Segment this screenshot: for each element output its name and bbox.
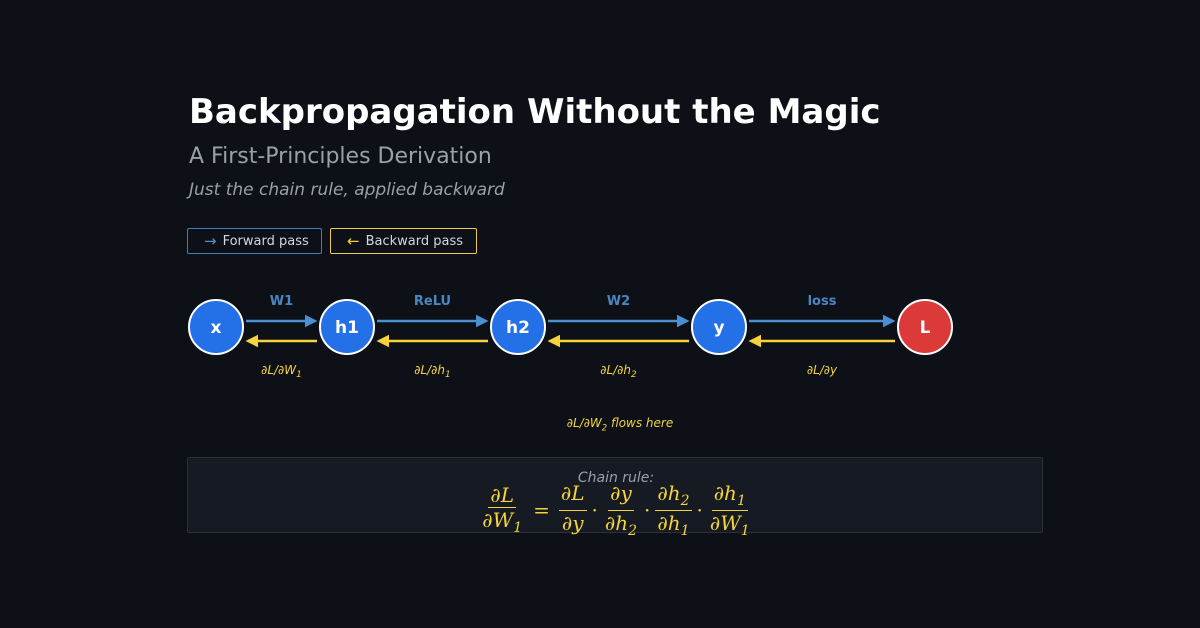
- forward-edge-label: W2: [607, 294, 630, 309]
- formula-equals: =: [533, 498, 550, 522]
- flow-note: ∂L/∂W2 flows here: [450, 416, 790, 432]
- formula-dot: ·: [591, 498, 598, 522]
- formula-lhs-denominator: ∂W1: [482, 508, 523, 536]
- graph-node-label: y: [713, 318, 724, 338]
- left-arrow-icon: ←: [347, 232, 360, 250]
- chain-rule-panel: Chain rule: ∂L ∂W1 = ∂L ∂y · ∂y ∂h2 · ∂h…: [187, 457, 1044, 538]
- chain-rule-label: Chain rule:: [577, 470, 655, 486]
- graph-node: [897, 299, 953, 355]
- formula-term: ∂y ∂h2: [604, 480, 638, 539]
- backward-edge-label: ∂L/∂y: [807, 363, 838, 377]
- backward-edge-label: ∂L/∂h1: [414, 363, 450, 380]
- graph-node-label: h1: [335, 318, 359, 338]
- backward-edge-label: ∂L/∂W1: [261, 363, 302, 380]
- formula-lhs: ∂L ∂W1: [480, 485, 524, 535]
- page-subtitle: A First-Principles Derivation: [189, 144, 492, 169]
- flow-note-prefix: ∂L/∂W: [566, 416, 602, 430]
- graph-node-label: L: [920, 318, 931, 338]
- formula-term: ∂L ∂y: [558, 480, 587, 535]
- graph-node: [490, 299, 546, 355]
- forward-edge-label: loss: [808, 294, 837, 309]
- forward-edge-label: W1: [270, 294, 293, 309]
- formula-lhs-numerator: ∂L: [488, 483, 516, 508]
- legend-forward-label: Forward pass: [222, 233, 309, 249]
- graph-node-label: h2: [506, 318, 530, 338]
- flow-note-sub: 2: [601, 422, 608, 433]
- legend-backward-pass: ← Backward pass: [330, 228, 477, 254]
- formula-dot: ·: [644, 498, 651, 522]
- formula-dot: ·: [696, 498, 703, 522]
- backward-edge-label: ∂L/∂h2: [600, 363, 637, 380]
- page-tagline: Just the chain rule, applied backward: [189, 180, 505, 200]
- formula-term: ∂h2 ∂h1: [655, 480, 692, 539]
- graph-node-label: x: [211, 318, 222, 338]
- legend-forward-pass: → Forward pass: [187, 228, 322, 254]
- graph-node: [188, 299, 244, 355]
- graph-node: [691, 299, 747, 355]
- formula-term: ∂h1 ∂W1: [709, 480, 750, 539]
- right-arrow-icon: →: [204, 232, 217, 250]
- graph-node: [319, 299, 375, 355]
- forward-edge-label: ReLU: [414, 294, 451, 309]
- computation-graph: W1 ∂L/∂W1 ReLU ∂L/∂h1 W2 ∂L/∂h2 loss ∂L/∂y x h1 h…: [188, 294, 953, 380]
- flow-note-suffix: flows here: [607, 416, 674, 430]
- page-title: Backpropagation Without the Magic: [189, 92, 881, 132]
- legend-backward-label: Backward pass: [365, 233, 464, 249]
- chain-rule-formula: ∂L ∂W1 = ∂L ∂y · ∂y ∂h2 · ∂h2 ∂h1 · ∂h1 …: [188, 483, 1044, 538]
